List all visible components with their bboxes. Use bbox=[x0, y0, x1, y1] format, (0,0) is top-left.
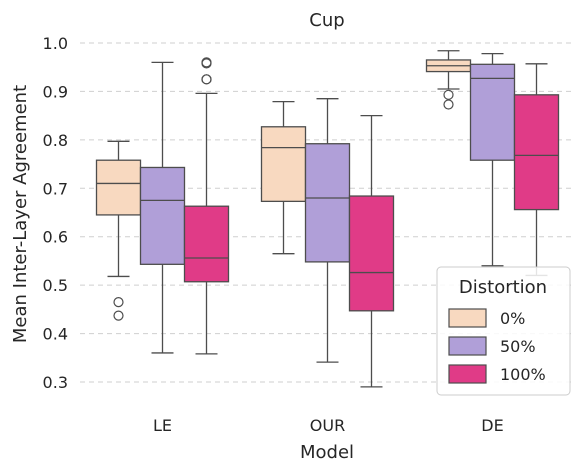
box-series-group bbox=[95, 50, 560, 388]
outlier-point bbox=[113, 296, 124, 308]
box-our-50pct bbox=[304, 98, 351, 363]
legend-label: 0% bbox=[500, 309, 525, 328]
box-de-100pct bbox=[513, 63, 560, 277]
box-our-100pct bbox=[348, 114, 395, 388]
box-le-100pct bbox=[183, 57, 230, 355]
box-iqr bbox=[95, 159, 142, 216]
legend-frame bbox=[436, 266, 571, 396]
box-our-0pct bbox=[260, 100, 307, 255]
outlier-point bbox=[201, 74, 212, 85]
outlier-point bbox=[443, 89, 454, 100]
y-tick-label: 0.5 bbox=[43, 276, 68, 295]
legend-item: 100% bbox=[448, 364, 546, 384]
box-iqr bbox=[139, 166, 186, 265]
y-tick-label: 0.7 bbox=[43, 179, 68, 198]
x-tick-label: LE bbox=[153, 416, 172, 435]
outlier-point bbox=[201, 57, 212, 68]
box-le-50pct bbox=[139, 61, 186, 354]
outlier-point bbox=[443, 99, 454, 110]
legend-swatch bbox=[448, 308, 487, 328]
y-axis-label: Mean Inter-Layer Agreement bbox=[10, 85, 31, 343]
box-iqr bbox=[304, 143, 351, 263]
y-tick-label: 0.4 bbox=[43, 325, 68, 344]
box-de-50pct bbox=[469, 53, 516, 267]
box-de-0pct bbox=[425, 50, 472, 110]
y-tick-labels: 0.3 0.4 0.5 0.6 0.7 0.8 0.9 1.0 bbox=[43, 34, 68, 392]
y-tick-label: 0.9 bbox=[43, 82, 68, 101]
legend-label: 50% bbox=[500, 337, 536, 356]
legend-title: Distortion bbox=[459, 277, 547, 298]
legend: Distortion 0% 50% 100% bbox=[436, 266, 571, 396]
box-iqr bbox=[183, 205, 230, 283]
y-tick-label: 0.8 bbox=[43, 131, 68, 150]
legend-item: 50% bbox=[448, 336, 536, 356]
legend-swatch bbox=[448, 336, 487, 356]
legend-item: 0% bbox=[448, 308, 525, 328]
y-tick-label: 0.6 bbox=[43, 228, 68, 247]
box-le-0pct bbox=[95, 140, 142, 321]
legend-label: 100% bbox=[500, 365, 546, 384]
box-iqr bbox=[348, 195, 395, 312]
outlier-point bbox=[113, 310, 124, 321]
box-iqr bbox=[513, 94, 560, 211]
box-iqr bbox=[260, 126, 307, 203]
chart-title: Cup bbox=[309, 10, 344, 31]
x-tick-label: OUR bbox=[310, 416, 345, 435]
y-tick-label: 1.0 bbox=[43, 34, 68, 53]
y-tick-label: 0.3 bbox=[43, 373, 68, 392]
x-axis-label: Model bbox=[300, 442, 354, 463]
legend-swatch bbox=[448, 364, 487, 384]
box-iqr bbox=[469, 63, 516, 161]
x-tick-labels: LE OUR DE bbox=[153, 416, 504, 435]
x-tick-label: DE bbox=[481, 416, 503, 435]
